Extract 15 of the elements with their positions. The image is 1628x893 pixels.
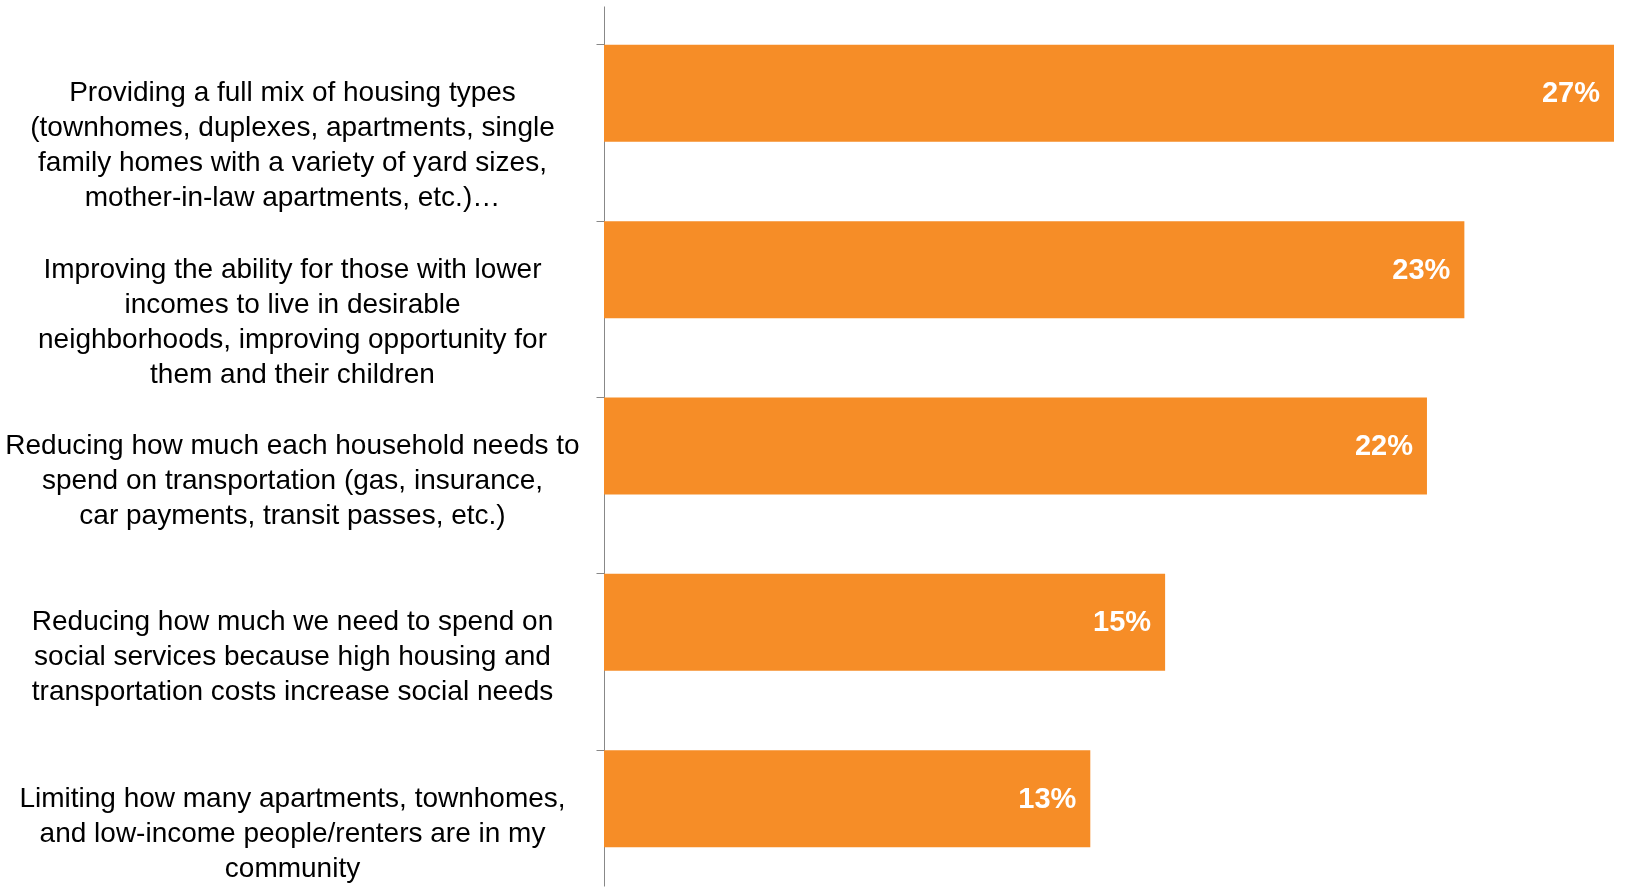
bar xyxy=(604,573,1166,671)
data-label: 13% xyxy=(1018,781,1077,814)
y-tick-label: Improving the ability for those with lower incomes to live in desirable neighborhoods, improving opportunity for them and their children xyxy=(38,252,547,389)
bar xyxy=(604,221,1465,319)
bar xyxy=(604,750,1091,848)
y-tick-label: Providing a full mix of housing types (townhomes, duplexes, apartments, single family homes with a variety of yard sizes, mother-in-law apartments, etc.)… xyxy=(30,76,555,213)
data-label: 22% xyxy=(1354,429,1414,461)
y-tick-label: Limiting how many apartments, townhomes, and low-income people/renters are in my community xyxy=(19,781,566,883)
data-label: 27% xyxy=(1541,76,1601,109)
data-label: 23% xyxy=(1392,252,1451,285)
y-tick-label: Reducing how much we need to spend on social services because high housing and transportation costs increase social needs xyxy=(31,605,554,707)
bar xyxy=(604,44,1614,142)
y-tick-label: Reducing how much each household needs to spend on transportation (gas, insurance, car payments, transit passes, etc.) xyxy=(5,429,580,530)
bar xyxy=(604,397,1427,495)
data-label: 15% xyxy=(1093,605,1152,638)
